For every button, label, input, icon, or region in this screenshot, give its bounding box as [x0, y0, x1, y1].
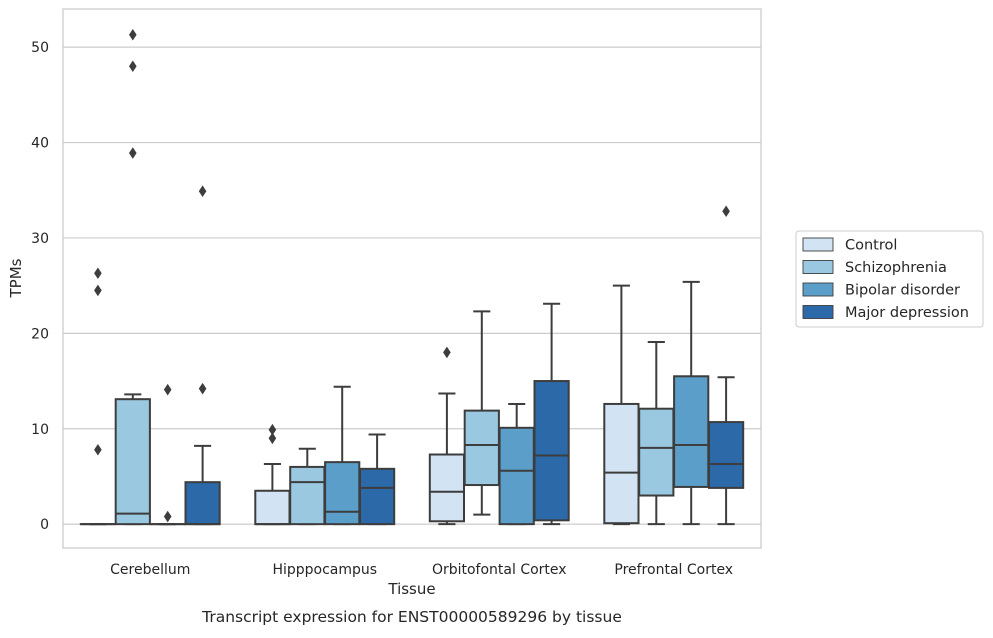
box-group	[709, 205, 743, 524]
box-group	[151, 384, 185, 524]
box-body	[360, 469, 394, 524]
x-tick-label: Prefrontal Cortex	[614, 562, 733, 578]
y-axis-label: TPMs	[7, 258, 25, 298]
outlier-point	[94, 444, 102, 456]
legend-label: Bipolar disorder	[845, 283, 960, 299]
box-body	[430, 455, 464, 522]
box-group	[465, 311, 499, 514]
chart-caption: Transcript expression for ENST0000058929…	[201, 608, 622, 626]
legend-label: Schizophrenia	[845, 260, 947, 276]
outlier-point	[129, 29, 137, 41]
box-body	[185, 482, 219, 524]
outlier-point	[443, 347, 451, 359]
box-body	[500, 428, 534, 524]
x-tick-label: Orbitofontal Cortex	[432, 562, 567, 578]
legend-swatch	[803, 261, 833, 274]
legend-swatch	[803, 283, 833, 296]
box-group	[674, 282, 708, 524]
outlier-point	[129, 147, 137, 159]
x-axis-label: Tissue	[387, 580, 435, 598]
box-group	[81, 267, 115, 524]
box-group	[255, 424, 289, 524]
box-group	[430, 347, 464, 525]
legend-swatch	[803, 238, 833, 251]
box-body	[325, 462, 359, 524]
box-group	[325, 387, 359, 524]
outlier-point	[199, 185, 207, 197]
box-body	[709, 422, 743, 488]
box-group	[360, 434, 394, 524]
y-tick-label: 0	[40, 517, 49, 533]
box-body	[674, 376, 708, 487]
box-group	[290, 449, 324, 524]
box-body	[465, 411, 499, 485]
legend-label: Major depression	[845, 305, 969, 321]
y-tick-label: 30	[31, 231, 49, 247]
y-tick-label: 20	[31, 326, 49, 342]
box-group	[116, 29, 150, 524]
x-tick-label: Cerebellum	[110, 562, 190, 578]
outlier-point	[94, 267, 102, 279]
box-body	[116, 399, 150, 524]
box-group	[534, 304, 568, 524]
box-body	[534, 381, 568, 520]
y-tick-label: 50	[31, 40, 49, 56]
box-body	[255, 491, 289, 524]
x-tick-labels: Cerebellum Hipppocampus Orbitofontal Corte…	[110, 562, 733, 578]
box-body	[639, 409, 673, 496]
x-tick-label: Hipppocampus	[272, 562, 377, 578]
outlier-point	[129, 60, 137, 72]
box-body	[604, 404, 638, 523]
box-body	[290, 467, 324, 524]
outlier-point	[269, 424, 277, 436]
legend: Control Schizophrenia Bipolar disorder Majo…	[796, 231, 983, 327]
outlier-point	[164, 511, 172, 523]
outlier-point	[722, 205, 730, 217]
outlier-point	[164, 384, 172, 396]
outlier-point	[94, 285, 102, 297]
outlier-point	[199, 383, 207, 395]
box-group	[185, 185, 219, 524]
y-tick-label: 40	[31, 136, 49, 152]
box-group	[639, 342, 673, 524]
y-tick-label: 10	[31, 422, 49, 438]
box-group	[604, 286, 638, 524]
legend-label: Control	[845, 238, 897, 254]
legend-swatch	[803, 306, 833, 319]
plot-layer	[81, 29, 743, 524]
y-tick-labels: 0 10 20 30 40 50	[31, 40, 49, 533]
box-group	[500, 404, 534, 524]
